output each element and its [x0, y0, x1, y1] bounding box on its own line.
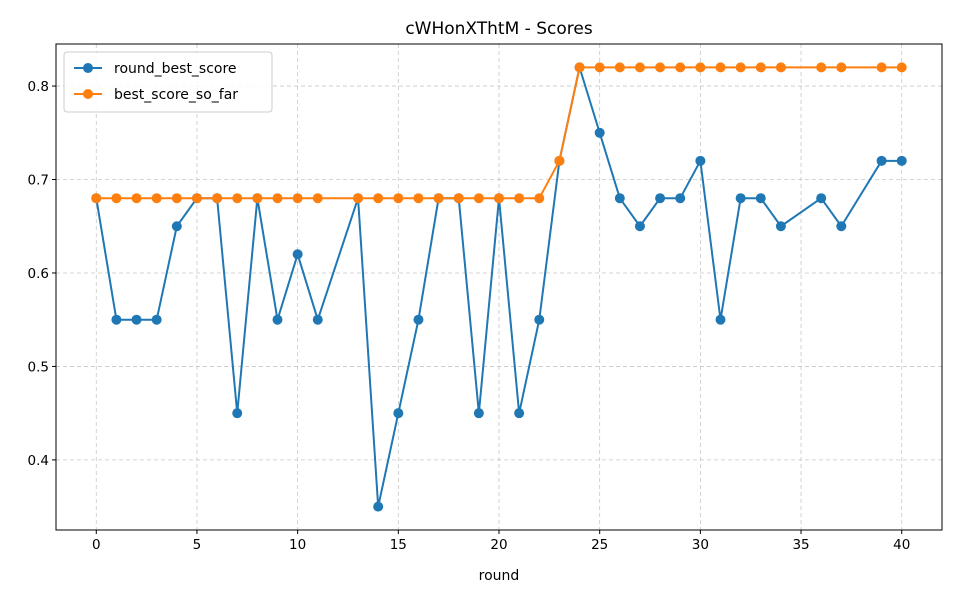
- data-point: [473, 408, 484, 419]
- legend: round_best_score best_score_so_far: [63, 51, 273, 113]
- data-point: [896, 62, 907, 73]
- data-point: [272, 193, 283, 204]
- series-group: [91, 62, 907, 512]
- grid: [56, 44, 942, 530]
- data-point: [775, 62, 786, 73]
- data-point: [393, 408, 404, 419]
- y-tick-label: 0.6: [28, 266, 49, 282]
- data-point: [312, 193, 323, 204]
- ticks: 0 5 10 15 20 25 30 35 40 0.4 0.5 0.6 0.7 0.8: [28, 79, 911, 553]
- data-point: [735, 62, 746, 73]
- x-tick-label: 40: [893, 537, 910, 553]
- legend-box: [63, 51, 273, 113]
- y-tick-label: 0.8: [28, 79, 49, 95]
- y-tick-label: 0.4: [28, 453, 49, 469]
- data-point: [514, 408, 525, 419]
- data-point: [675, 62, 686, 73]
- x-tick-label: 30: [692, 537, 709, 553]
- data-point: [191, 193, 202, 204]
- data-point: [373, 193, 384, 204]
- data-point: [876, 62, 887, 73]
- data-point: [111, 314, 122, 325]
- data-point: [554, 155, 565, 166]
- data-point: [816, 193, 827, 204]
- data-point: [614, 62, 625, 73]
- data-point: [131, 314, 142, 325]
- x-tick-label: 5: [193, 537, 202, 553]
- series-line: [95, 66, 902, 508]
- data-point: [715, 62, 726, 73]
- legend-label: round_best_score: [114, 61, 237, 77]
- data-point: [655, 193, 666, 204]
- data-point: [171, 221, 182, 232]
- data-point: [171, 193, 182, 204]
- data-point: [312, 314, 323, 325]
- data-point: [655, 62, 666, 73]
- data-point: [413, 193, 424, 204]
- y-tick-label: 0.7: [28, 173, 49, 189]
- data-point: [272, 314, 283, 325]
- legend-entry: best_score_so_far: [74, 87, 238, 103]
- data-point: [232, 408, 243, 419]
- data-point: [755, 193, 766, 204]
- data-point: [453, 193, 464, 204]
- data-point: [574, 62, 585, 73]
- data-point: [534, 193, 545, 204]
- data-point: [695, 155, 706, 166]
- data-point: [212, 193, 223, 204]
- data-point: [111, 193, 122, 204]
- data-point: [151, 193, 162, 204]
- x-tick-label: 15: [390, 537, 407, 553]
- data-point: [473, 193, 484, 204]
- series-best-score-so-far: [91, 62, 907, 204]
- data-point: [634, 62, 645, 73]
- data-point: [393, 193, 404, 204]
- data-point: [494, 193, 504, 204]
- data-point: [91, 193, 102, 204]
- legend-label: best_score_so_far: [114, 87, 238, 103]
- x-tick-label: 0: [92, 537, 101, 553]
- data-point: [292, 193, 303, 204]
- data-point: [594, 62, 605, 73]
- legend-marker: [83, 63, 93, 73]
- data-point: [836, 62, 847, 73]
- x-tick-label: 20: [490, 537, 507, 553]
- x-tick-label: 25: [591, 537, 608, 553]
- data-point: [715, 314, 726, 325]
- y-tick-label: 0.5: [28, 359, 49, 375]
- x-tick-label: 35: [792, 537, 809, 553]
- data-point: [614, 193, 625, 204]
- data-point: [433, 193, 444, 204]
- data-point: [695, 62, 706, 73]
- data-point: [131, 193, 142, 204]
- data-point: [151, 314, 162, 325]
- data-point: [735, 193, 746, 204]
- data-point: [755, 62, 766, 73]
- data-point: [413, 314, 424, 325]
- data-point: [292, 249, 303, 260]
- chart-title: cWHonXThtM - Scores: [405, 19, 593, 39]
- legend-entry: round_best_score: [74, 61, 237, 77]
- x-tick-label: 10: [289, 537, 306, 553]
- data-point: [836, 221, 847, 232]
- data-point: [775, 221, 786, 232]
- data-point: [353, 193, 364, 204]
- data-point: [816, 62, 827, 73]
- data-point: [876, 155, 887, 166]
- data-point: [534, 314, 545, 325]
- x-axis-label: round: [479, 568, 520, 584]
- data-point: [896, 155, 907, 166]
- data-point: [594, 127, 605, 138]
- data-point: [232, 193, 243, 204]
- legend-marker: [83, 89, 93, 99]
- data-point: [675, 193, 686, 204]
- data-point: [634, 221, 645, 232]
- data-point: [373, 501, 384, 512]
- data-point: [514, 193, 525, 204]
- data-point: [252, 193, 263, 204]
